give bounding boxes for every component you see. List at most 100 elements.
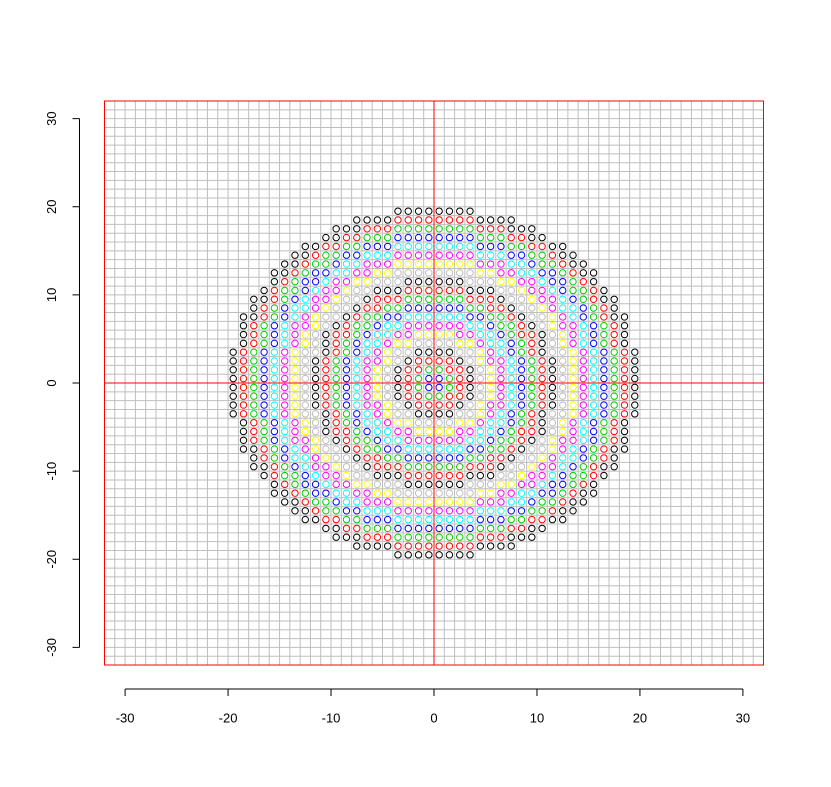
point [548, 339, 557, 348]
point [414, 330, 423, 339]
point [569, 357, 577, 365]
point [425, 366, 433, 374]
point [507, 533, 515, 541]
point [456, 498, 464, 506]
point [528, 524, 536, 533]
point [353, 454, 361, 462]
point [548, 304, 557, 312]
point [517, 410, 526, 418]
point [425, 515, 433, 524]
point [383, 392, 392, 400]
point [322, 242, 330, 251]
point [497, 322, 505, 330]
point [394, 233, 402, 242]
point [270, 401, 279, 409]
point [311, 374, 320, 383]
point [322, 251, 330, 259]
point [363, 366, 371, 374]
point [270, 427, 279, 436]
point [414, 207, 423, 215]
point [456, 480, 464, 489]
point [517, 498, 526, 506]
point [250, 366, 258, 374]
point [383, 357, 392, 365]
point [404, 260, 412, 268]
point [414, 392, 423, 400]
point [435, 383, 443, 392]
point [425, 454, 433, 462]
point [631, 410, 639, 418]
x-tick-label: 30 [736, 710, 750, 725]
point [486, 383, 495, 392]
point [342, 471, 351, 480]
point [456, 533, 464, 541]
point [517, 269, 526, 277]
point [250, 357, 258, 365]
point [466, 551, 474, 559]
point [569, 445, 577, 453]
point [322, 357, 330, 365]
point [260, 427, 268, 436]
point [383, 507, 392, 515]
y-tick-label: -10 [44, 462, 59, 481]
point [425, 533, 433, 541]
point [404, 277, 412, 286]
point [332, 277, 340, 286]
point [456, 383, 464, 392]
point [270, 330, 279, 339]
point [548, 313, 557, 321]
point [600, 304, 608, 312]
point [322, 445, 330, 453]
point [486, 427, 495, 436]
point [383, 339, 392, 348]
point [445, 489, 454, 497]
point [589, 454, 598, 462]
point [363, 471, 371, 480]
point [445, 524, 454, 533]
point [528, 436, 536, 444]
point [445, 410, 454, 418]
point [332, 401, 340, 409]
point [528, 295, 536, 303]
point [600, 322, 608, 330]
point [476, 295, 485, 303]
point [538, 445, 546, 453]
point [559, 286, 567, 295]
point [559, 410, 567, 418]
point [548, 489, 557, 497]
point [404, 383, 412, 392]
point [548, 277, 557, 286]
point [589, 463, 598, 471]
point [404, 392, 412, 400]
point [301, 515, 309, 524]
point [466, 507, 474, 515]
point [507, 401, 515, 409]
point [250, 339, 258, 348]
point [507, 313, 515, 321]
point [507, 463, 515, 471]
point [270, 304, 279, 312]
point [425, 418, 433, 427]
point [332, 489, 340, 497]
point [332, 410, 340, 418]
point [507, 366, 515, 374]
point [466, 515, 474, 524]
point [631, 392, 639, 400]
point [548, 515, 557, 524]
point [291, 392, 299, 400]
point [579, 260, 588, 268]
point [486, 401, 495, 409]
point [414, 339, 423, 348]
point [291, 436, 299, 444]
point [383, 515, 392, 524]
point [528, 454, 536, 462]
point [342, 286, 351, 295]
point [250, 330, 258, 339]
point [250, 427, 258, 436]
point [456, 551, 464, 559]
point [311, 392, 320, 400]
point [435, 233, 443, 242]
point [311, 489, 320, 497]
point [486, 295, 495, 303]
point [342, 225, 351, 233]
